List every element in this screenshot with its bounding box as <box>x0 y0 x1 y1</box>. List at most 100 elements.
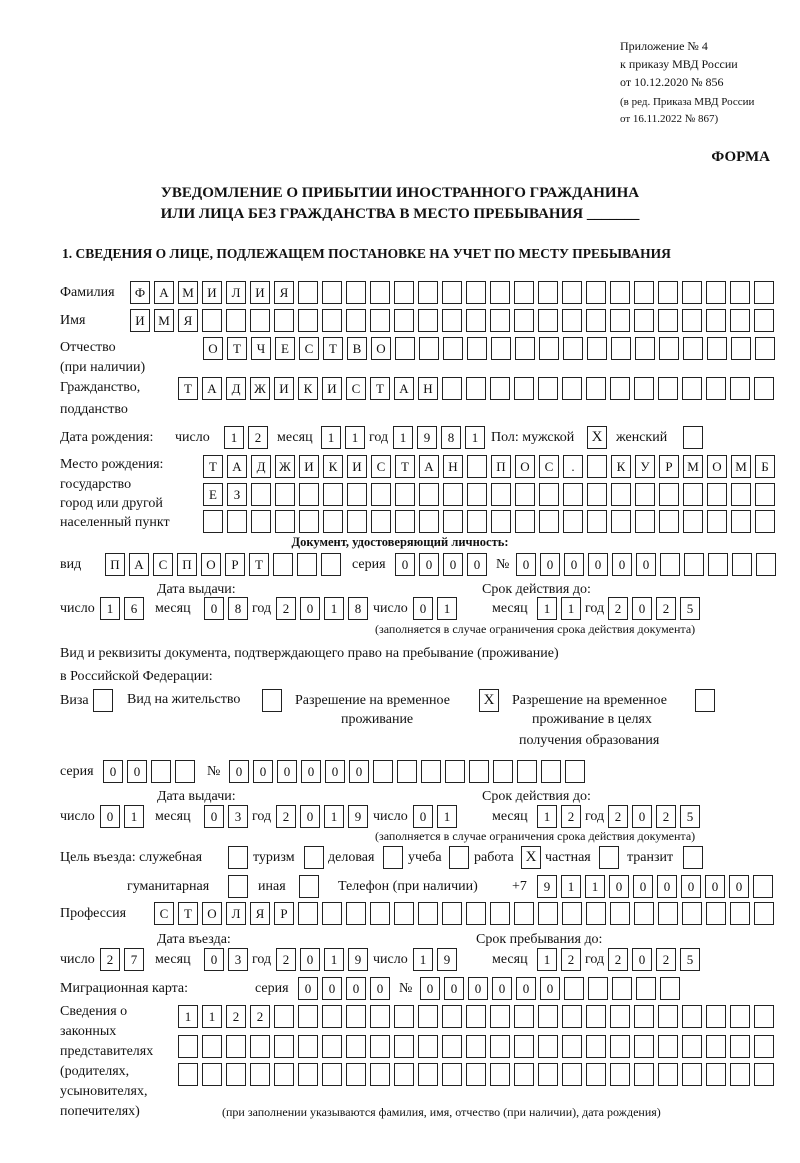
char-cell[interactable]: Р <box>659 455 679 478</box>
char-cell[interactable]: . <box>563 455 583 478</box>
char-cell[interactable] <box>466 377 486 400</box>
char-cell[interactable] <box>226 309 246 332</box>
char-cell[interactable] <box>682 309 702 332</box>
char-cell[interactable]: 9 <box>348 805 368 828</box>
char-cell[interactable] <box>611 337 631 360</box>
char-cell[interactable]: 2 <box>276 597 296 620</box>
char-cell[interactable] <box>490 309 510 332</box>
sex-female-checkbox[interactable] <box>683 426 703 449</box>
char-cell[interactable] <box>706 1035 726 1058</box>
char-cell[interactable] <box>298 902 318 925</box>
char-cell[interactable]: А <box>419 455 439 478</box>
char-cell[interactable]: И <box>299 455 319 478</box>
char-cell[interactable]: 1 <box>324 805 344 828</box>
char-cell[interactable]: К <box>611 455 631 478</box>
char-cell[interactable] <box>563 337 583 360</box>
char-cell[interactable]: Б <box>755 455 775 478</box>
char-cell[interactable]: С <box>371 455 391 478</box>
char-cell[interactable] <box>371 510 391 533</box>
char-cell[interactable] <box>418 1005 438 1028</box>
char-cell[interactable]: 9 <box>437 948 457 971</box>
char-cell[interactable]: К <box>298 377 318 400</box>
char-cell[interactable] <box>394 281 414 304</box>
char-cell[interactable]: 1 <box>465 426 485 449</box>
char-cell[interactable]: 1 <box>537 805 557 828</box>
char-cell[interactable] <box>466 1005 486 1028</box>
char-cell[interactable] <box>394 1035 414 1058</box>
char-cell[interactable] <box>517 760 537 783</box>
char-cell[interactable] <box>514 1005 534 1028</box>
purpose-private-checkbox[interactable] <box>599 846 619 869</box>
char-cell[interactable] <box>611 510 631 533</box>
char-cell[interactable]: 0 <box>349 760 369 783</box>
char-cell[interactable]: С <box>153 553 173 576</box>
char-cell[interactable] <box>250 1063 270 1086</box>
char-cell[interactable] <box>490 902 510 925</box>
char-cell[interactable]: 0 <box>612 553 632 576</box>
residence-checkbox[interactable] <box>262 689 282 712</box>
char-cell[interactable]: 0 <box>681 875 701 898</box>
char-cell[interactable] <box>634 902 654 925</box>
char-cell[interactable]: М <box>154 309 174 332</box>
char-cell[interactable]: О <box>202 902 222 925</box>
char-cell[interactable] <box>658 281 678 304</box>
char-cell[interactable]: 0 <box>564 553 584 576</box>
char-cell[interactable] <box>538 377 558 400</box>
char-cell[interactable] <box>658 902 678 925</box>
char-cell[interactable]: С <box>299 337 319 360</box>
char-cell[interactable]: Я <box>274 281 294 304</box>
char-cell[interactable]: Л <box>226 281 246 304</box>
char-cell[interactable] <box>682 281 702 304</box>
char-cell[interactable] <box>683 483 703 506</box>
char-cell[interactable] <box>227 510 247 533</box>
char-cell[interactable] <box>298 281 318 304</box>
char-cell[interactable] <box>755 483 775 506</box>
char-cell[interactable] <box>346 1035 366 1058</box>
char-cell[interactable]: 1 <box>537 597 557 620</box>
char-cell[interactable]: Ж <box>250 377 270 400</box>
char-cell[interactable] <box>541 760 561 783</box>
char-cell[interactable] <box>490 1063 510 1086</box>
char-cell[interactable] <box>754 1005 774 1028</box>
char-cell[interactable] <box>467 337 487 360</box>
char-cell[interactable] <box>659 483 679 506</box>
char-cell[interactable] <box>755 510 775 533</box>
char-cell[interactable]: П <box>105 553 125 576</box>
char-cell[interactable] <box>634 309 654 332</box>
char-cell[interactable] <box>658 1063 678 1086</box>
char-cell[interactable]: 5 <box>680 805 700 828</box>
char-cell[interactable] <box>151 760 171 783</box>
char-cell[interactable]: Я <box>250 902 270 925</box>
char-cell[interactable] <box>730 309 750 332</box>
char-cell[interactable]: А <box>227 455 247 478</box>
char-cell[interactable]: П <box>177 553 197 576</box>
char-cell[interactable]: 1 <box>324 597 344 620</box>
char-cell[interactable] <box>731 483 751 506</box>
char-cell[interactable] <box>562 902 582 925</box>
char-cell[interactable] <box>322 309 342 332</box>
char-cell[interactable]: Я <box>178 309 198 332</box>
char-cell[interactable]: А <box>154 281 174 304</box>
char-cell[interactable] <box>178 1063 198 1086</box>
char-cell[interactable] <box>587 510 607 533</box>
char-cell[interactable] <box>636 977 656 1000</box>
trpe-checkbox[interactable] <box>695 689 715 712</box>
char-cell[interactable] <box>515 510 535 533</box>
char-cell[interactable] <box>634 377 654 400</box>
char-cell[interactable]: 3 <box>228 948 248 971</box>
char-cell[interactable] <box>732 553 752 576</box>
char-cell[interactable] <box>562 377 582 400</box>
char-cell[interactable]: Т <box>203 455 223 478</box>
char-cell[interactable]: 0 <box>632 597 652 620</box>
char-cell[interactable]: 1 <box>413 948 433 971</box>
